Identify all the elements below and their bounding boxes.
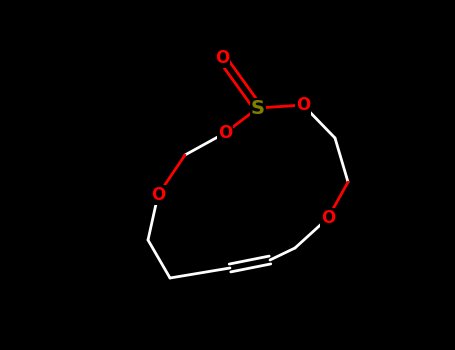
Text: O: O — [296, 96, 310, 114]
Text: S: S — [251, 98, 265, 118]
Text: O: O — [321, 209, 335, 227]
Text: O: O — [218, 124, 232, 142]
Text: O: O — [151, 186, 165, 204]
Text: O: O — [215, 49, 229, 67]
